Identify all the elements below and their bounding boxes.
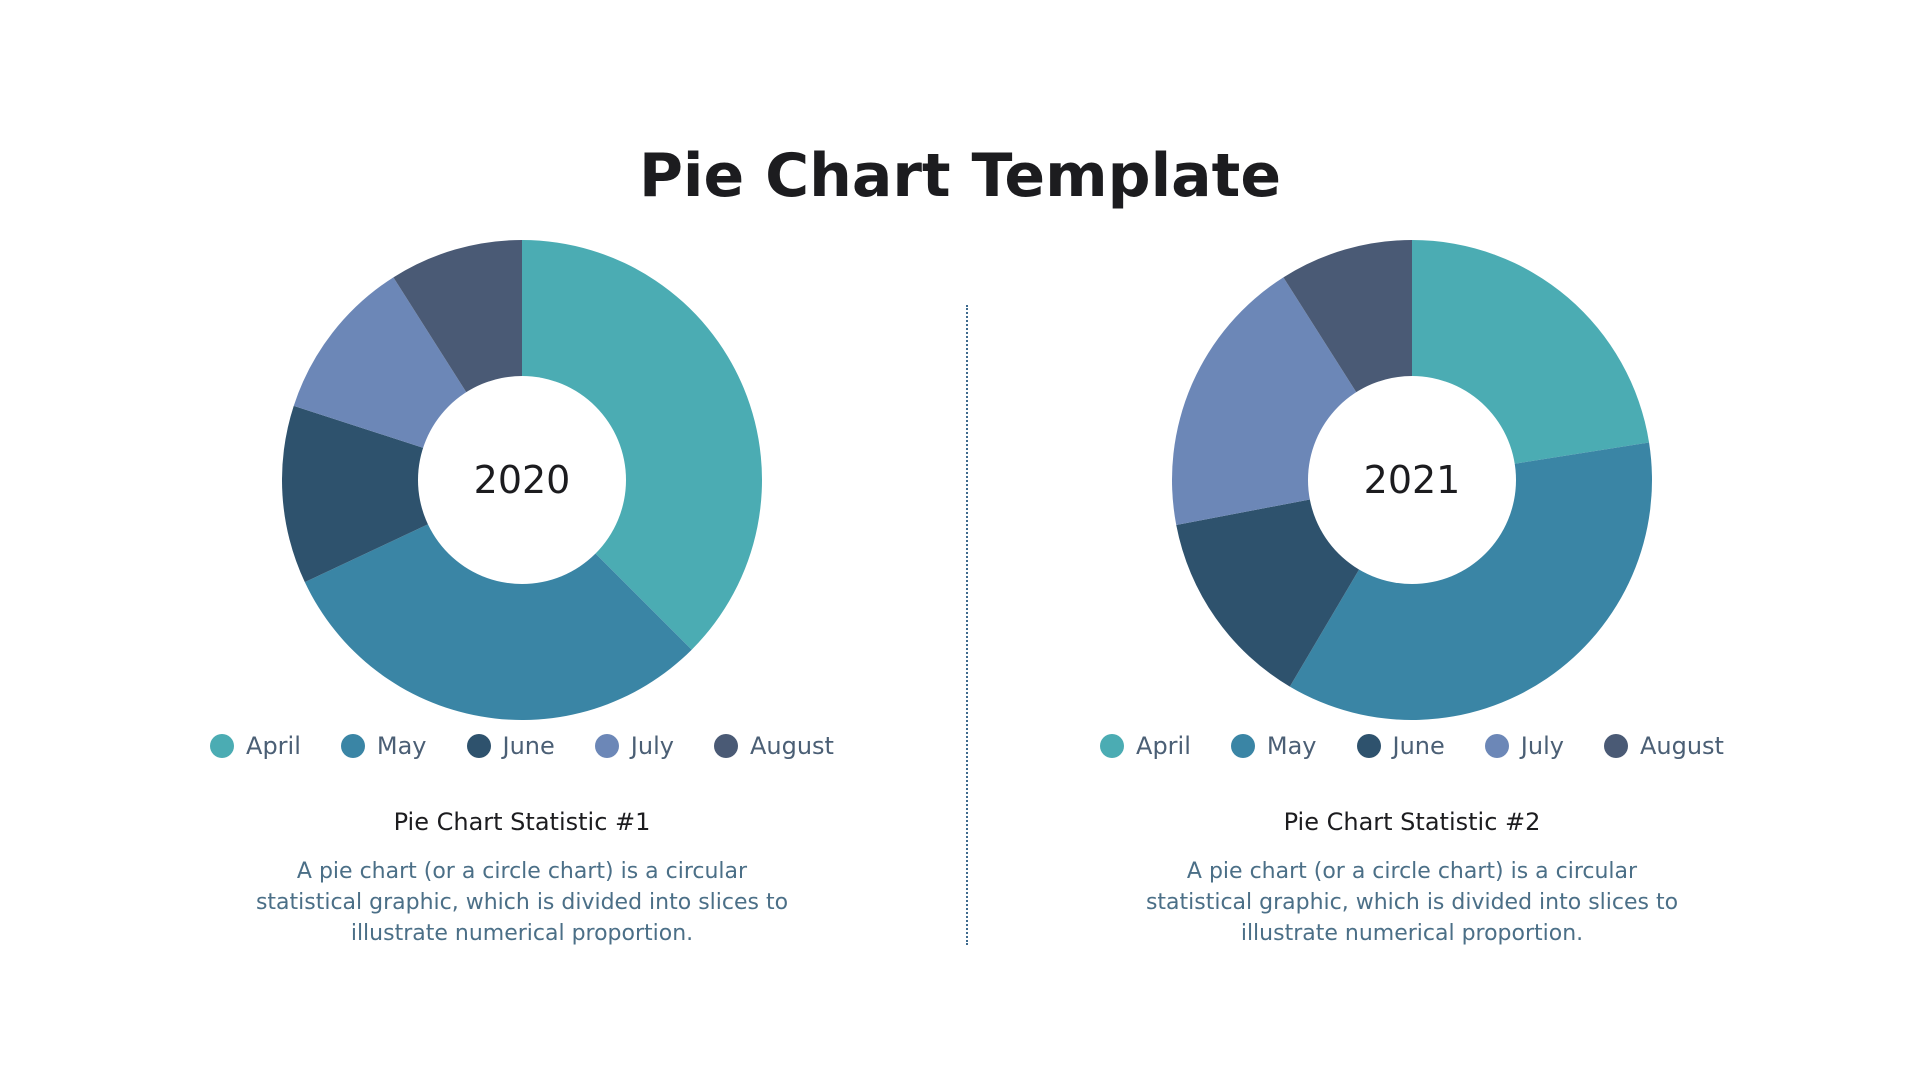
legend-item-july: July xyxy=(594,732,674,760)
legend-item-august: August xyxy=(1603,732,1724,760)
donut-chart-2021: 2021 xyxy=(1172,240,1652,720)
legend-swatch-may xyxy=(1230,734,1255,758)
donut-hole xyxy=(1308,376,1516,584)
legend-label: July xyxy=(630,732,674,760)
legend-swatch-june xyxy=(1356,734,1381,758)
legend-swatch-april xyxy=(1100,734,1125,758)
donut-center-label: 2021 xyxy=(1364,458,1461,502)
pie-slice-april xyxy=(522,240,762,650)
legend-item-april: April xyxy=(1100,732,1191,760)
legend-label: May xyxy=(1266,732,1317,760)
donut-center-label: 2020 xyxy=(474,458,571,502)
legend-label: April xyxy=(246,732,301,760)
chart-panel-2021: 2021 April May June July August Pie Char… xyxy=(1032,240,1792,1000)
legend-label: August xyxy=(749,732,834,760)
legend-item-may: May xyxy=(1230,732,1317,760)
legend-swatch-may xyxy=(340,734,365,758)
legend-swatch-august xyxy=(713,734,738,758)
legend-swatch-july xyxy=(1484,734,1509,758)
legend-label: June xyxy=(1392,732,1445,760)
legend-label: July xyxy=(1520,732,1564,760)
chart-legend: April May June July August xyxy=(142,732,902,760)
legend-label: April xyxy=(1136,732,1191,760)
legend-swatch-april xyxy=(210,734,235,758)
donut-hole xyxy=(418,376,626,584)
chart-legend: April May June July August xyxy=(1032,732,1792,760)
chart-panel-2020: 2020 April May June July August Pie Char… xyxy=(142,240,902,1000)
pie-slice-june xyxy=(282,405,522,583)
legend-item-july: July xyxy=(1484,732,1564,760)
legend-item-april: April xyxy=(210,732,301,760)
stat-description: A pie chart (or a circle chart) is a cir… xyxy=(1145,859,1679,946)
stat-title: Pie Chart Statistic #2 xyxy=(1283,808,1541,836)
donut-chart-2020: 2020 xyxy=(282,240,762,720)
legend-label: August xyxy=(1639,732,1724,760)
legend-swatch-august xyxy=(1603,734,1628,758)
legend-item-august: August xyxy=(713,732,834,760)
pie-slice-may xyxy=(304,480,692,720)
legend-item-june: June xyxy=(466,732,555,760)
dotted-divider xyxy=(966,305,968,945)
page-title: Pie Chart Template xyxy=(638,141,1282,211)
legend-swatch-july xyxy=(594,734,619,758)
legend-label: May xyxy=(376,732,427,760)
legend-item-june: June xyxy=(1356,732,1445,760)
stat-title: Pie Chart Statistic #1 xyxy=(393,808,651,836)
legend-label: June xyxy=(502,732,555,760)
legend-item-may: May xyxy=(340,732,427,760)
legend-swatch-june xyxy=(466,734,491,758)
stat-description: A pie chart (or a circle chart) is a cir… xyxy=(255,859,789,946)
pie-slice-may xyxy=(1289,442,1652,720)
